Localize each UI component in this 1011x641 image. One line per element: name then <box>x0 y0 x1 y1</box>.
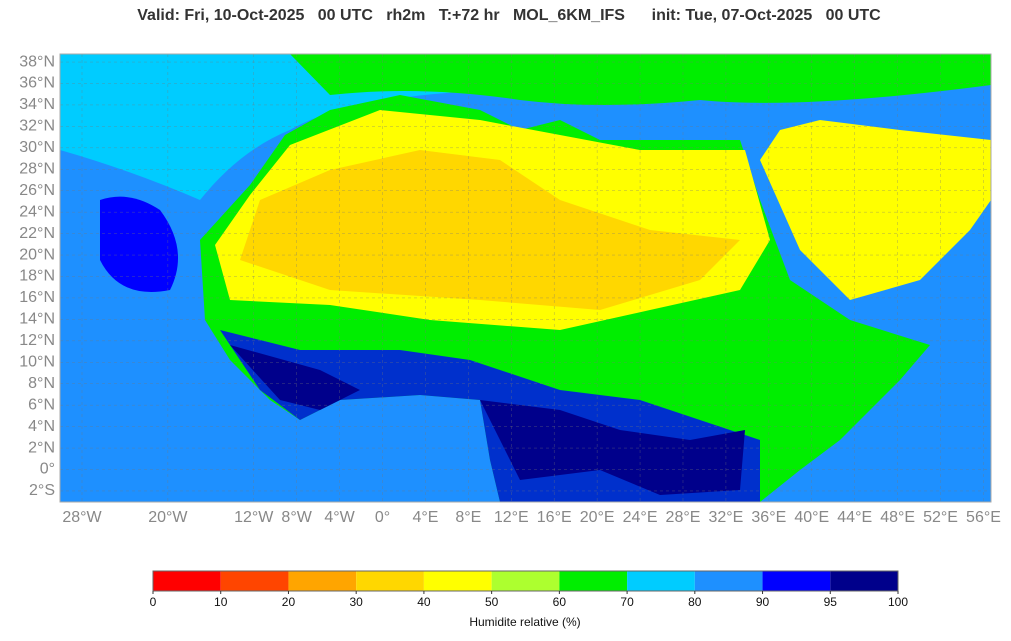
colorbar-tick-label: 20 <box>282 595 296 609</box>
lon-label: 28°E <box>666 509 701 526</box>
lon-label: 56°E <box>966 509 1001 526</box>
colorbar-tick-label: 95 <box>824 595 838 609</box>
title: Valid: Fri, 10-Oct-2025 00 UTC rh2m T:+7… <box>137 7 881 24</box>
colorbar-tick-label: 10 <box>214 595 228 609</box>
colorbar-label: Humidite relative (%) <box>469 615 580 629</box>
lat-label: 36°N <box>19 75 55 92</box>
colorbar-segment <box>830 571 898 591</box>
colorbar-tick-label: 30 <box>350 595 364 609</box>
lat-label: 12°N <box>19 332 55 349</box>
map-field <box>60 54 991 502</box>
europe <box>290 54 991 105</box>
lat-label: 2°N <box>28 439 55 456</box>
lat-label: 6°N <box>28 396 55 413</box>
lat-label: 2°S <box>29 482 55 499</box>
lat-label: 0° <box>40 461 55 478</box>
lat-label: 8°N <box>28 375 55 392</box>
colorbar-tick-label: 40 <box>417 595 431 609</box>
lon-label: 44°E <box>837 509 872 526</box>
lon-label: 48°E <box>880 509 915 526</box>
lat-label: 22°N <box>19 225 55 242</box>
tropical-saturated <box>230 345 745 495</box>
colorbar-frame <box>152 570 899 592</box>
lat-label: 20°N <box>19 246 55 263</box>
lat-label: 32°N <box>19 118 55 135</box>
lon-label: 12°E <box>494 509 529 526</box>
colorbar-segment <box>423 571 492 591</box>
colorbar-segment <box>220 571 289 591</box>
lon-label: 20°W <box>148 509 188 526</box>
colorbar-tick-label: 100 <box>888 595 908 609</box>
lon-label: 4°W <box>324 509 355 526</box>
lat-label: 26°N <box>19 182 55 199</box>
colorbar-segment <box>356 571 424 591</box>
colorbar-tick-label: 90 <box>756 595 770 609</box>
lat-label: 38°N <box>19 53 55 70</box>
lon-label: 12°W <box>234 509 274 526</box>
lat-label: 4°N <box>28 418 55 435</box>
colorbar-segment <box>491 571 560 591</box>
lon-label: 24°E <box>623 509 658 526</box>
lat-label: 24°N <box>19 203 55 220</box>
lon-label: 16°E <box>537 509 572 526</box>
sahara-core <box>240 150 740 310</box>
colorbar-segment <box>694 571 763 591</box>
lat-label: 18°N <box>19 268 55 285</box>
lat-label: 16°N <box>19 289 55 306</box>
lon-label: 8°E <box>455 509 481 526</box>
colorbar-segment <box>288 571 357 591</box>
lon-label: 52°E <box>923 509 958 526</box>
map-frame <box>59 53 992 503</box>
lon-label: 40°E <box>794 509 829 526</box>
colorbar-tick-label: 70 <box>620 595 634 609</box>
lat-label: 30°N <box>19 139 55 156</box>
lon-label: 28°W <box>62 509 102 526</box>
lat-label: 34°N <box>19 96 55 113</box>
colorbar-tick-label: 0 <box>150 595 157 609</box>
colorbar-tick-label: 60 <box>553 595 567 609</box>
lon-label: 0° <box>375 509 390 526</box>
lat-label: 28°N <box>19 160 55 177</box>
lon-label: 8°W <box>281 509 312 526</box>
sea-moist <box>60 54 991 200</box>
ocean-cloud <box>100 196 178 292</box>
lon-label: 4°E <box>412 509 438 526</box>
colorbar-segment <box>627 571 695 591</box>
lat-label: 14°N <box>19 311 55 328</box>
lat-label: 10°N <box>19 354 55 371</box>
lon-label: 32°E <box>708 509 743 526</box>
lon-label: 36°E <box>751 509 786 526</box>
colorbar-tick-label: 80 <box>688 595 702 609</box>
lon-label: 20°E <box>580 509 615 526</box>
colorbar-segment <box>762 571 831 591</box>
colorbar-segment <box>153 571 221 591</box>
colorbar-segment <box>559 571 628 591</box>
colorbar-tick-label: 50 <box>485 595 499 609</box>
